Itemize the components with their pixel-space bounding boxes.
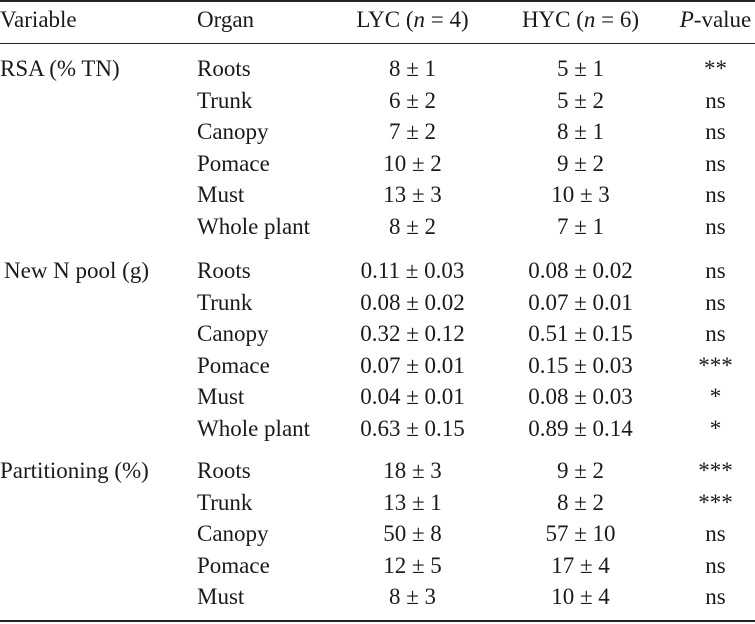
organ-cell: Roots [197,56,251,81]
header-hyc-prefix: HYC ( [521,7,584,32]
header-hyc-suffix: = 6) [595,7,640,32]
p-value-cell: ns [705,88,726,113]
organ-cell: Trunk [197,290,253,315]
header-p-italic: P [679,7,694,32]
organ-cell: Pomace [197,151,270,176]
organ-cell: Canopy [197,119,269,144]
p-value-cell: ns [705,321,726,346]
organ-cell: Must [197,182,245,207]
hyc-cell: 10 ± 3 [551,182,610,207]
header-rule [0,43,755,44]
hyc-cell: 0.15 ± 0.03 [528,353,633,378]
p-value-cell: ns [705,151,726,176]
p-value-cell: *** [698,490,733,515]
p-value-cell: ns [705,182,726,207]
header-lyc-suffix: = 4) [424,7,469,32]
organ-cell: Canopy [197,321,269,346]
lyc-cell: 8 ± 2 [388,214,437,239]
organ-cell: Roots [197,258,251,283]
p-value-cell: ns [705,258,726,283]
hyc-cell: 0.07 ± 0.01 [528,290,633,315]
organ-cell: Must [197,384,245,409]
p-value-cell: ns [705,553,726,578]
variable-label: Partitioning (%) [0,458,149,483]
lyc-cell: 13 ± 3 [383,182,442,207]
lyc-cell: 7 ± 2 [388,119,437,144]
p-value-cell: ns [705,214,726,239]
lyc-cell: 0.11 ± 0.03 [360,258,465,283]
header-variable: Variable [0,7,77,32]
p-value-cell: ** [704,56,727,81]
p-value-cell: *** [698,458,733,483]
hyc-cell: 0.51 ± 0.15 [528,321,633,346]
lyc-cell: 10 ± 2 [383,151,442,176]
organ-cell: Pomace [197,353,270,378]
hyc-cell: 9 ± 2 [556,151,605,176]
hyc-cell: 5 ± 2 [556,88,605,113]
lyc-cell: 0.07 ± 0.01 [360,353,465,378]
hyc-cell: 8 ± 2 [556,490,605,515]
p-value-cell: ns [705,290,726,315]
hyc-cell: 7 ± 1 [556,214,605,239]
hyc-cell: 5 ± 1 [556,56,605,81]
organ-cell: Canopy [197,521,269,546]
hyc-cell: 0.08 ± 0.03 [528,384,633,409]
lyc-cell: 12 ± 5 [383,553,442,578]
lyc-cell: 0.04 ± 0.01 [360,384,465,409]
hyc-cell: 57 ± 10 [545,521,616,546]
variable-label: RSA (% TN) [0,56,120,81]
organ-cell: Pomace [197,553,270,578]
organ-cell: Whole plant [197,214,311,239]
hyc-cell: 0.89 ± 0.14 [528,416,633,441]
header-p-suffix: -value [693,7,752,32]
hyc-cell: 17 ± 4 [551,553,610,578]
organ-cell: Trunk [197,88,253,113]
hyc-cell: 10 ± 4 [551,584,610,609]
lyc-cell: 0.08 ± 0.02 [360,290,465,315]
variable-label: New N pool (g) [4,258,149,283]
p-value-cell: * [709,416,722,441]
p-value-cell: ns [705,584,726,609]
header-hyc: HYC (n = 6) [513,6,648,34]
hyc-cell: 9 ± 2 [556,458,605,483]
lyc-cell: 6 ± 2 [388,88,437,113]
header-hyc-n: n [583,7,596,32]
table-top-rule [0,0,755,2]
lyc-cell: 8 ± 3 [388,584,437,609]
p-value-cell: ns [705,521,726,546]
lyc-cell: 18 ± 3 [383,458,442,483]
lyc-cell: 0.32 ± 0.12 [360,321,465,346]
lyc-cell: 8 ± 1 [388,56,437,81]
header-lyc-n: n [413,7,425,32]
header-lyc-prefix: LYC ( [356,7,414,32]
header-lyc: LYC (n = 4) [345,6,480,34]
organ-cell: Whole plant [197,416,311,441]
table-bottom-rule [0,620,755,622]
lyc-cell: 0.63 ± 0.15 [360,416,465,441]
organ-cell: Trunk [197,490,253,515]
hyc-cell: 0.08 ± 0.02 [528,258,633,283]
header-organ: Organ [197,7,255,32]
p-value-cell: * [709,384,722,409]
p-value-cell: *** [698,353,733,378]
p-value-cell: ns [705,119,726,144]
header-p-value: P-value [678,6,753,34]
hyc-cell: 8 ± 1 [556,119,605,144]
organ-cell: Roots [197,458,251,483]
lyc-cell: 50 ± 8 [383,521,442,546]
lyc-cell: 13 ± 1 [383,490,442,515]
organ-cell: Must [197,584,245,609]
